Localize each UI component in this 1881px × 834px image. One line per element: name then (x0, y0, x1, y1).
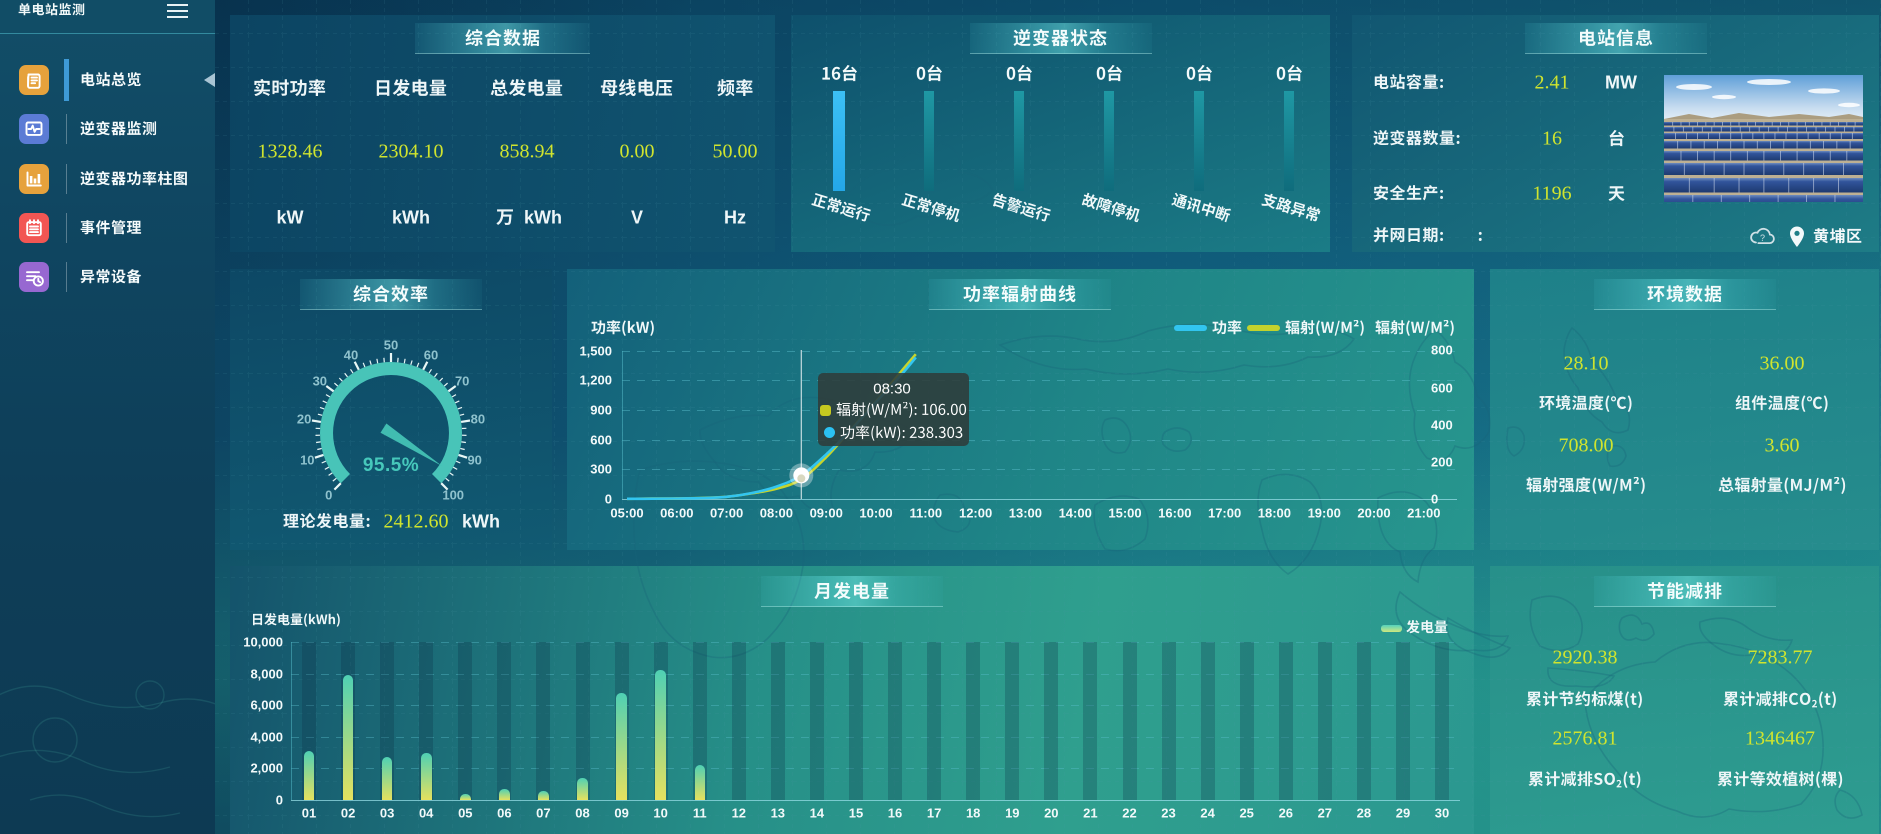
svg-text:?: ? (1760, 233, 1765, 243)
